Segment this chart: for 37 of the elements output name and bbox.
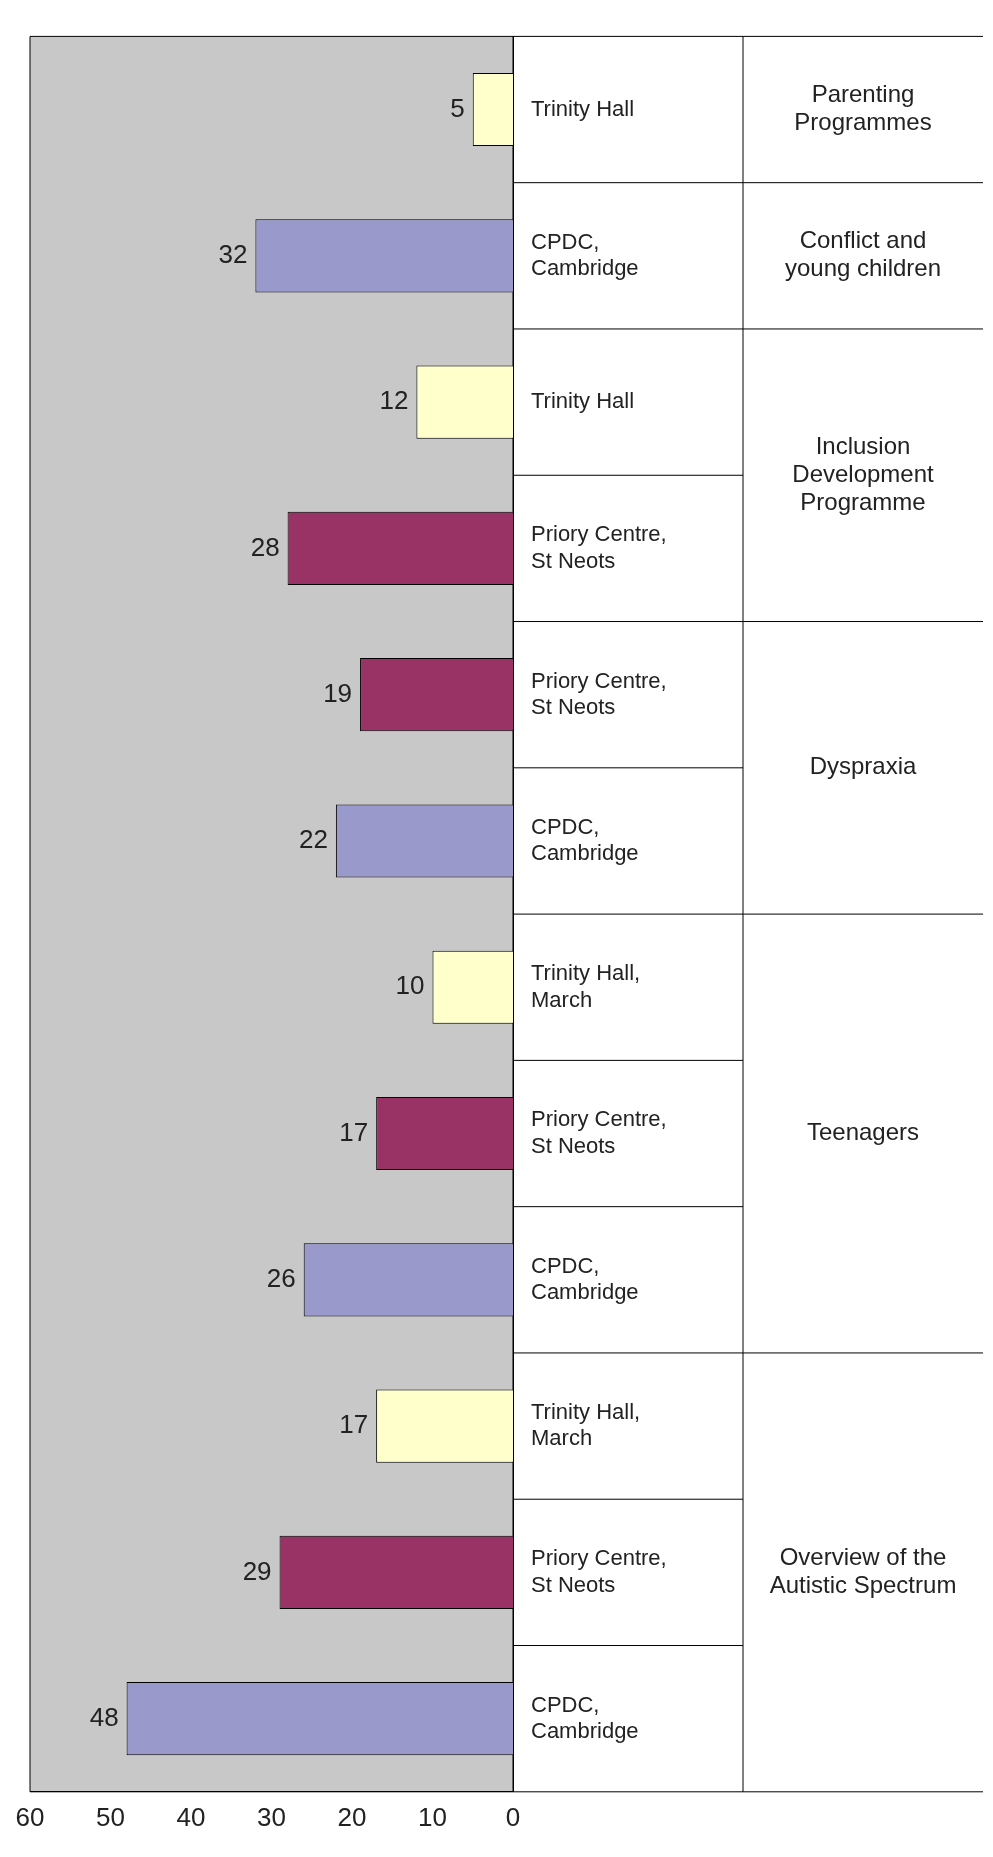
data-label: 28 — [250, 531, 280, 562]
y-tick-label: Trinity Hall, March — [531, 960, 641, 1012]
data-label: 22 — [298, 824, 328, 855]
data-label: 19 — [323, 677, 353, 708]
y-tick-label: Priory Centre, St Neots — [531, 521, 667, 573]
text: Teenagers — [806, 1118, 920, 1146]
text: Inclusion Development Programme — [792, 431, 935, 515]
data-label: 32 — [218, 239, 248, 269]
y-tick-label: Priory Centre, St Neots — [531, 1106, 667, 1158]
data-label: 29 — [242, 1555, 272, 1586]
x-tick-label: 0 — [505, 1801, 521, 1832]
data-label: 5 — [450, 92, 465, 123]
y-tick-label: CPDC, Cambridge — [531, 1252, 639, 1305]
y-tick-label: CPDC, Cambridge — [531, 1691, 639, 1743]
data-label: 26 — [266, 1262, 296, 1293]
x-tick-label: 10 — [418, 1801, 447, 1832]
x-tick-label: 50 — [96, 1801, 125, 1832]
x-tick-label: 40 — [176, 1801, 206, 1832]
x-tick-label: 60 — [15, 1801, 45, 1832]
y-tick-label: Trinity Hall — [531, 95, 635, 121]
y-tick-label: Trinity Hall, March — [531, 1398, 641, 1451]
y-tick-label: CPDC, Cambridge — [531, 228, 639, 281]
x-tick-label: 20 — [337, 1801, 367, 1832]
data-label: 12 — [379, 385, 409, 416]
data-label: 17 — [339, 1409, 369, 1440]
y-tick-label: Trinity Hall — [531, 388, 635, 414]
data-label: 48 — [89, 1701, 119, 1732]
y-tick-label: Priory Centre, St Neots — [531, 1545, 667, 1597]
text: Overview of the Autistic Spectrum — [769, 1543, 957, 1598]
data-label: 17 — [339, 1116, 369, 1147]
y-tick-label: Priory Centre, St Neots — [531, 667, 667, 719]
y-tick-label: CPDC, Cambridge — [531, 813, 639, 866]
text: Dyspraxia — [809, 752, 917, 780]
text: Conflict and young children — [784, 226, 942, 282]
data-label: 10 — [395, 970, 425, 1001]
text: Parenting Programmes — [794, 80, 932, 136]
x-tick-label: 30 — [257, 1801, 286, 1832]
